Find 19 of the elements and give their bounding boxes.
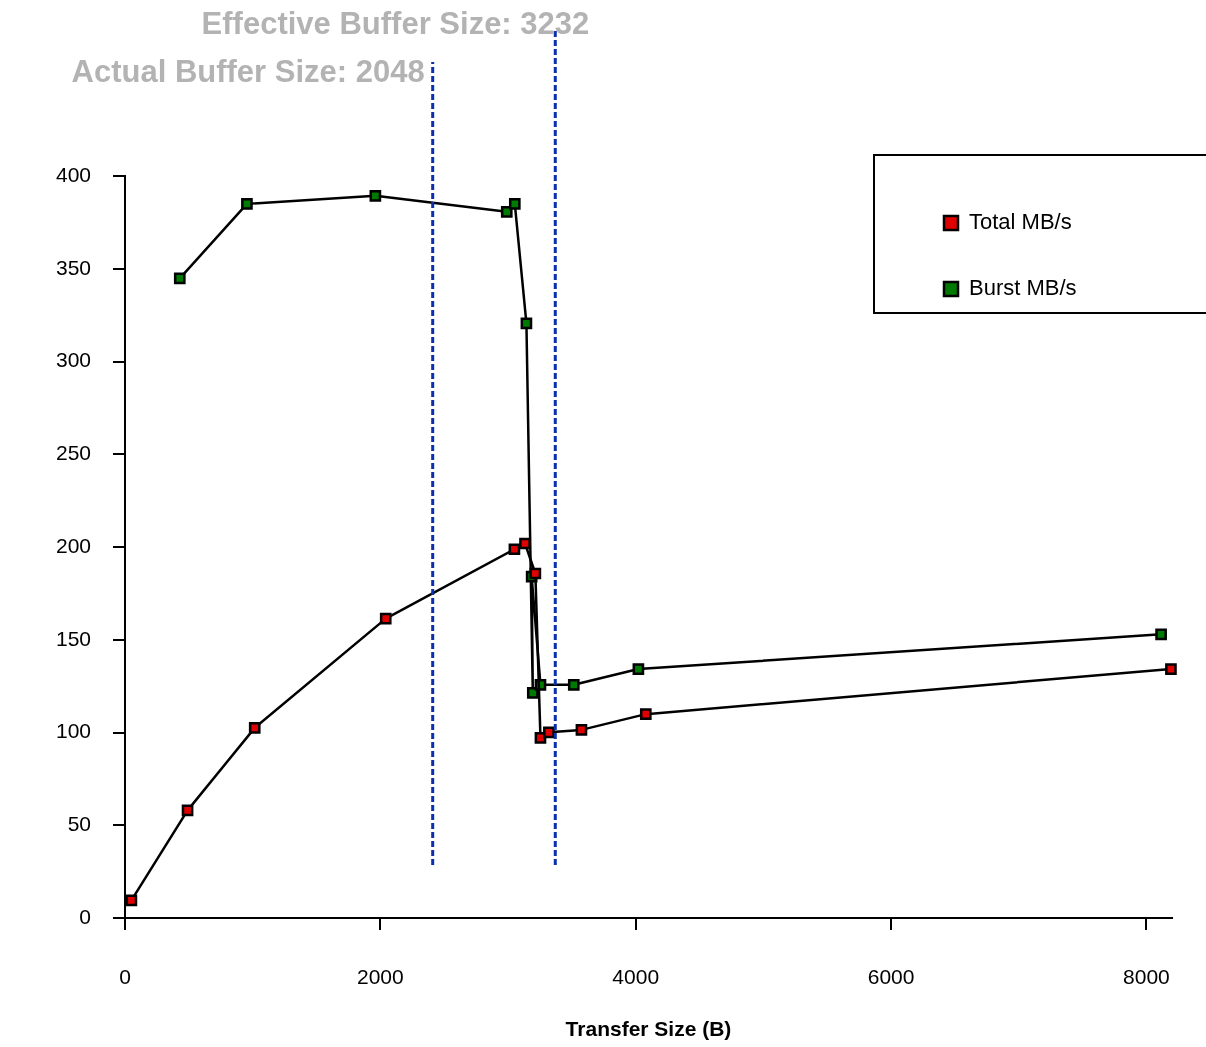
x-tick-label: 8000 [1123,965,1170,989]
y-tick-label: 350 [55,255,91,279]
x-tick-label: 4000 [612,965,660,989]
y-tick-label: 100 [55,719,91,743]
text: Actual Buffer Size: 2048 [71,54,425,89]
x-tick-label: 6000 [867,965,915,989]
legend-label: Total MB/s [969,209,1072,235]
y-tick-label: 50 [67,812,91,836]
y-tick-label: 300 [55,348,91,372]
legend-label: Burst MB/s [969,275,1077,301]
x-tick-label: 0 [119,965,131,989]
y-tick-label: 150 [55,626,91,650]
x-tick-label: 2000 [357,965,404,989]
text: Effective Buffer Size: 3232 [201,6,590,41]
y-tick-label: 400 [55,162,91,186]
y-tick-label: 0 [79,904,91,928]
y-tick-label: 200 [55,533,91,557]
y-tick-label: 250 [55,441,91,465]
x-axis-title: Transfer Size (B) [565,1017,732,1041]
